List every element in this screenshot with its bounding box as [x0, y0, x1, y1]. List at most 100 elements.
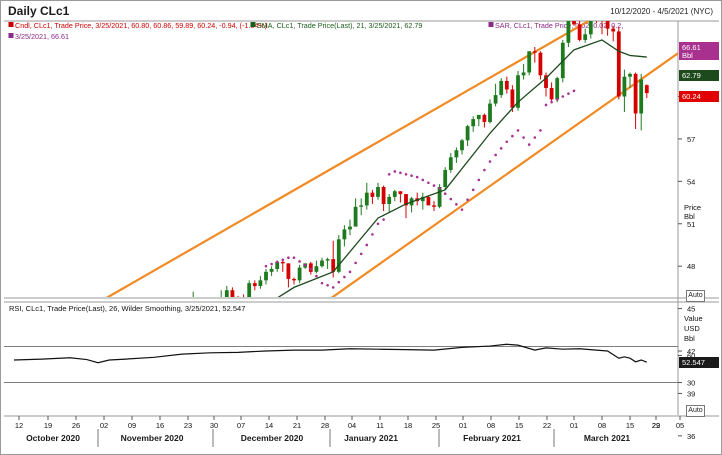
- sar-dot: [292, 256, 296, 259]
- candle-body: [147, 364, 151, 378]
- sar-dot: [499, 147, 503, 150]
- sar-dot: [572, 89, 576, 93]
- candle-body: [280, 261, 285, 264]
- time-tick-label: 23: [184, 421, 192, 430]
- sar-dot: [186, 373, 189, 376]
- sar-dot: [415, 175, 419, 179]
- candle-body: [437, 186, 442, 207]
- sar-dot: [421, 178, 425, 182]
- sar-dot: [264, 264, 268, 268]
- sar-dot: [393, 170, 397, 173]
- sar-dot: [539, 129, 542, 132]
- time-axis: 12 19 26 02 09 16 23 30 07 14 21 28 04 11 18 25 01 08 15 22…: [15, 416, 684, 447]
- sar-dot: [309, 267, 313, 271]
- time-tick-label: 29: [652, 421, 660, 430]
- sar-dot: [259, 307, 262, 310]
- candle-body: [252, 283, 257, 286]
- time-tick-label: 25: [432, 421, 440, 430]
- candle-body: [29, 365, 33, 366]
- candle-body: [325, 259, 330, 261]
- sar-dot: [337, 280, 341, 284]
- price-value-tag: [679, 42, 719, 60]
- candle-body: [51, 360, 55, 380]
- sar-dot: [214, 347, 217, 350]
- price-tick-label: 48: [687, 262, 695, 271]
- candle-body: [186, 310, 190, 335]
- sar-dot: [365, 243, 369, 247]
- price-tick-label: 39: [687, 389, 695, 398]
- candle-body: [488, 103, 492, 122]
- candle-body: [476, 114, 481, 120]
- sar-dot: [275, 260, 279, 264]
- sar-dot: [175, 384, 178, 387]
- candle-body: [420, 196, 425, 202]
- price-value-tag: [679, 70, 719, 81]
- candle-body: [432, 205, 436, 207]
- price-axis-header: Price: [684, 203, 701, 212]
- candle-body: [264, 271, 268, 281]
- candle-body: [605, 21, 610, 29]
- price-value-tag-unit: Bbl: [682, 51, 693, 60]
- sar-dot: [516, 129, 520, 132]
- candle-body: [308, 263, 313, 272]
- sar-dot: [203, 358, 206, 361]
- time-tick-label: 22: [543, 421, 551, 430]
- candle-body: [639, 79, 644, 114]
- candle-body: [527, 51, 532, 73]
- time-tick-label: 11: [376, 421, 384, 430]
- sar-dot: [303, 263, 307, 267]
- sar-dot: [371, 233, 374, 236]
- time-tick-label: 12: [15, 421, 23, 430]
- candle-body: [258, 280, 263, 286]
- sar-dot: [320, 281, 324, 285]
- month-label: December 2020: [241, 433, 304, 443]
- sar-dot: [220, 341, 223, 344]
- time-tick-label: 08: [598, 421, 606, 430]
- candle-body: [471, 119, 476, 127]
- sar-dot: [226, 336, 229, 339]
- candle-body: [493, 95, 498, 104]
- sar-dot: [561, 95, 565, 98]
- candle-body: [242, 300, 246, 301]
- time-tick-label: 01: [570, 421, 578, 430]
- candle-body: [448, 157, 453, 171]
- rsi-axis-unit: USD: [684, 324, 700, 333]
- sar-dot: [298, 260, 301, 263]
- time-tick-label: 30: [210, 421, 218, 430]
- sar-dot: [158, 408, 161, 411]
- rsi-axis-auto-button[interactable]: Auto: [686, 405, 705, 417]
- candle-body: [342, 229, 347, 240]
- price-axis-unit: Bbl: [684, 212, 695, 221]
- legend-text: SMA, CLc1, Trade Price(Last), 21, 3/25/2…: [257, 21, 422, 30]
- candle-body: [370, 192, 375, 197]
- sar-dot: [181, 378, 184, 381]
- sar-dot: [432, 184, 436, 187]
- legend-swatch: [488, 22, 494, 27]
- candle-body: [532, 51, 537, 53]
- sar-dot: [254, 312, 257, 315]
- candle-body: [633, 73, 638, 114]
- candle-body: [611, 28, 616, 32]
- candle-body: [583, 34, 588, 40]
- price-plot: [29, 2, 678, 448]
- candle-body: [180, 335, 184, 349]
- sar-dot: [270, 262, 273, 266]
- legend-text: SAR, CLc1, Trade Price, 0.02, 0.02, 0.2,: [495, 21, 623, 30]
- candle-body: [595, 12, 599, 18]
- candle-body: [57, 369, 61, 379]
- sar-dot: [544, 103, 548, 107]
- price-axis: PriceBbl60575451484542393666.61Bbl62.796…: [678, 42, 719, 441]
- sar-dot: [471, 188, 475, 192]
- time-tick-label: 04: [348, 421, 356, 430]
- trend-channel-line: [105, 21, 591, 297]
- sar-dot: [404, 172, 408, 176]
- sar-dot: [646, 2, 649, 5]
- rsi-axis-unit2: Bbl: [684, 334, 695, 343]
- sar-dot: [343, 275, 346, 279]
- sar-dot: [130, 445, 133, 448]
- sar-dot: [477, 178, 481, 182]
- candle-body: [364, 192, 369, 206]
- price-axis-auto-button[interactable]: Auto: [686, 290, 705, 302]
- sar-dot: [410, 174, 413, 177]
